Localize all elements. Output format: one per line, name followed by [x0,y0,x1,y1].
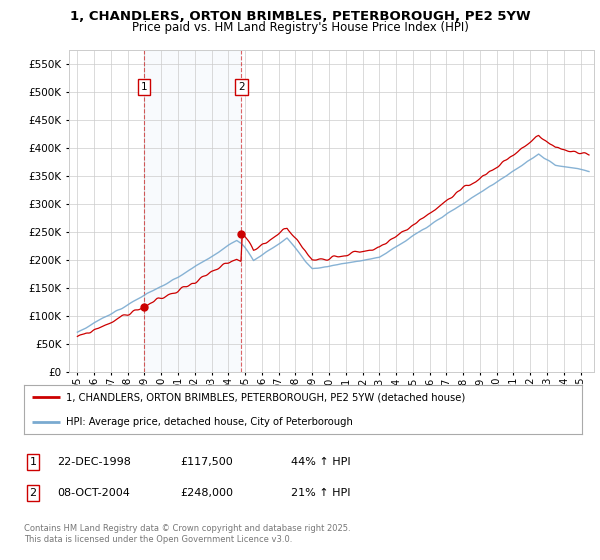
Text: 22-DEC-1998: 22-DEC-1998 [57,457,131,467]
Text: 2: 2 [238,82,245,92]
Text: 1, CHANDLERS, ORTON BRIMBLES, PETERBOROUGH, PE2 5YW (detached house): 1, CHANDLERS, ORTON BRIMBLES, PETERBOROU… [66,392,465,402]
Text: 1, CHANDLERS, ORTON BRIMBLES, PETERBOROUGH, PE2 5YW: 1, CHANDLERS, ORTON BRIMBLES, PETERBOROU… [70,10,530,22]
Text: 2: 2 [29,488,37,498]
Text: £117,500: £117,500 [180,457,233,467]
Text: HPI: Average price, detached house, City of Peterborough: HPI: Average price, detached house, City… [66,417,353,427]
Text: 08-OCT-2004: 08-OCT-2004 [57,488,130,498]
Text: 21% ↑ HPI: 21% ↑ HPI [291,488,350,498]
Text: Price paid vs. HM Land Registry's House Price Index (HPI): Price paid vs. HM Land Registry's House … [131,21,469,34]
Bar [144,50,241,372]
Text: 1: 1 [140,82,147,92]
Text: Contains HM Land Registry data © Crown copyright and database right 2025.
This d: Contains HM Land Registry data © Crown c… [24,524,350,544]
Text: 1: 1 [29,457,37,467]
Text: 44% ↑ HPI: 44% ↑ HPI [291,457,350,467]
Text: £248,000: £248,000 [180,488,233,498]
